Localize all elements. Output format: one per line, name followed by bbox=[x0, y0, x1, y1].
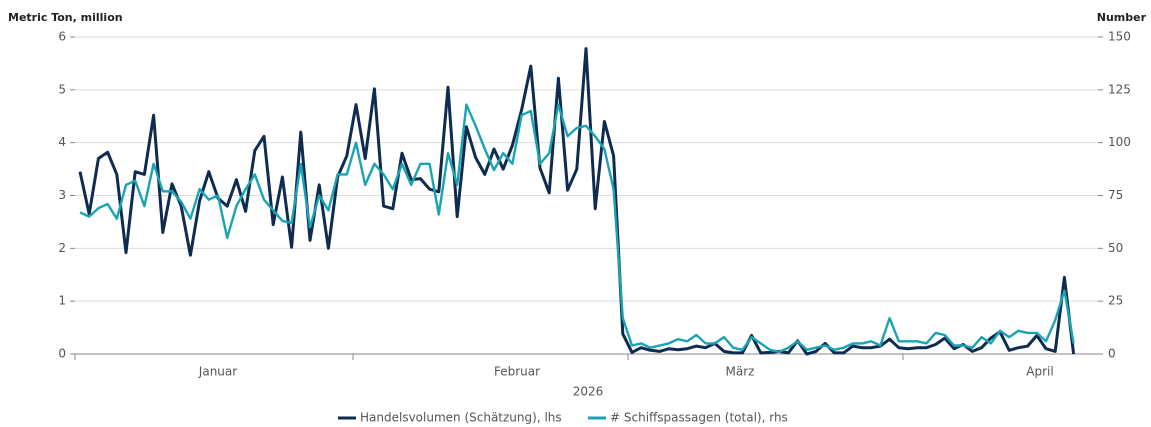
y-tick-label: 5 bbox=[58, 82, 66, 96]
y-tick-label: 6 bbox=[58, 30, 66, 44]
legend-label: Handelsvolumen (Schätzung), lhs bbox=[360, 411, 562, 425]
x-tick-label: März bbox=[726, 365, 755, 379]
y2-tick-label: 150 bbox=[1108, 30, 1131, 44]
y2-axis-title: Number bbox=[1097, 11, 1147, 24]
y-tick-label: 2 bbox=[58, 241, 66, 255]
y-tick-label: 0 bbox=[58, 347, 66, 361]
y2-tick-label: 25 bbox=[1108, 294, 1123, 308]
x-tick-label: April bbox=[1026, 365, 1053, 379]
x-tick-label: Februar bbox=[494, 365, 540, 379]
y2-tick-label: 0 bbox=[1108, 347, 1116, 361]
series-line bbox=[79, 103, 1075, 354]
y-axis-title: Metric Ton, million bbox=[8, 11, 123, 24]
series-line bbox=[78, 47, 1076, 356]
y-tick-label: 4 bbox=[58, 135, 66, 149]
y2-tick-label: 100 bbox=[1108, 135, 1131, 149]
y2-tick-label: 50 bbox=[1108, 241, 1123, 255]
y2-tick-label: 125 bbox=[1108, 82, 1131, 96]
y-tick-label: 1 bbox=[58, 294, 66, 308]
x-tick-label: Januar bbox=[198, 365, 237, 379]
x-axis-title: 2026 bbox=[573, 385, 604, 399]
legend-label: # Schiffspassagen (total), rhs bbox=[610, 411, 788, 425]
y2-tick-label: 75 bbox=[1108, 188, 1123, 202]
y-tick-label: 3 bbox=[58, 188, 66, 202]
